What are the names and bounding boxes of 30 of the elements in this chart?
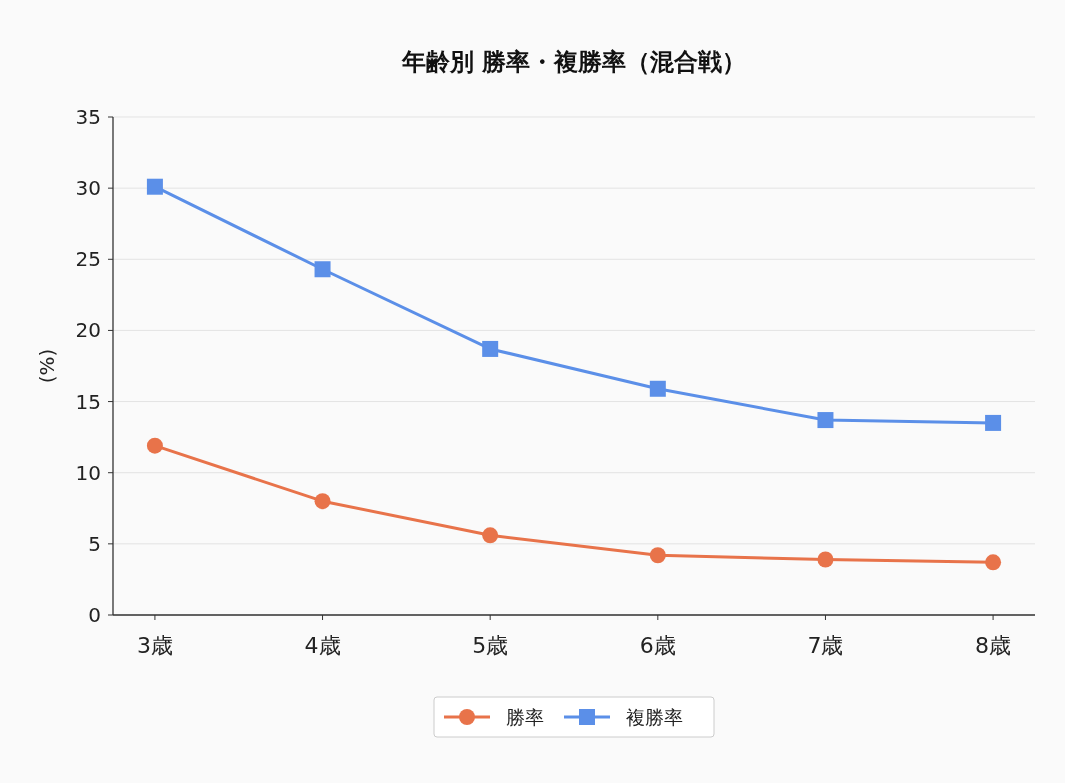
legend-label: 複勝率 — [626, 706, 683, 728]
point — [817, 551, 834, 568]
point — [482, 527, 499, 544]
point — [817, 412, 834, 429]
legend-label: 勝率 — [506, 706, 544, 728]
point — [482, 340, 499, 357]
y-tick-label: 20 — [75, 318, 101, 343]
x-tick-label: 8歳 — [975, 633, 1012, 658]
x-tick-label: 3歳 — [136, 633, 173, 658]
point — [314, 493, 331, 510]
y-tick-label: 0 — [88, 603, 101, 627]
y-tick-label: 35 — [75, 105, 101, 129]
y-tick-label: 5 — [88, 531, 101, 556]
point — [985, 554, 1002, 571]
x-tick-label: 5歳 — [472, 633, 509, 658]
y-tick-label: 25 — [75, 247, 101, 272]
y-axis-title: (%) — [35, 348, 59, 384]
point — [314, 261, 331, 278]
point — [649, 547, 666, 564]
y-tick-label: 10 — [75, 460, 101, 485]
y-tick-label: 15 — [75, 389, 101, 414]
x-tick-label: 4歳 — [304, 633, 341, 658]
point — [985, 414, 1002, 431]
chart-title: 年齢別 勝率・複勝率（混合戦） — [400, 48, 747, 76]
x-tick-label: 6歳 — [639, 633, 676, 658]
point — [146, 437, 163, 454]
y-tick-label: 30 — [75, 176, 101, 201]
point — [146, 178, 163, 195]
x-tick-label: 7歳 — [807, 633, 844, 658]
point — [649, 380, 666, 397]
